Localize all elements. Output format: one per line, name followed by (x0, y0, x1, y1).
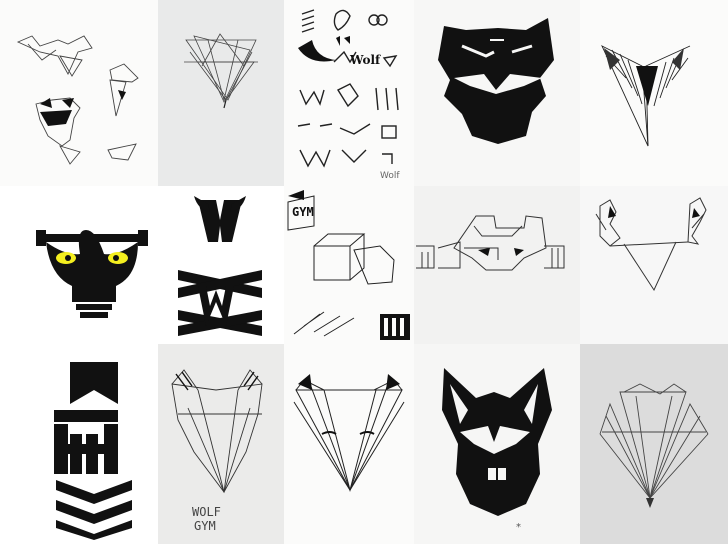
marker-wolf-mask (438, 18, 554, 144)
box-lettering-sketches: GYM (287, 190, 410, 340)
tile-bull-horn-wolf (580, 186, 728, 344)
tile-fan-construction (580, 344, 728, 544)
tile-3d-box-lettering: GYM (284, 186, 414, 344)
logo-thumbnail-sketches: Wolf Wolf (297, 9, 400, 181)
tile-pencil-wolf-sketches (0, 0, 158, 186)
sketch-gym: GYM (292, 205, 314, 219)
wolf-logo-small: Wolf (349, 53, 381, 67)
tile-chevron-tower-logo (0, 344, 158, 544)
wolf-head-eyelashes (293, 374, 405, 492)
bodybuilder-wolf-logo (36, 230, 148, 318)
bull-horn-wolf-sketch (595, 197, 707, 292)
tile-logo-thumbnails: Wolf Wolf (284, 0, 414, 186)
chevron-tower-logo (54, 362, 132, 540)
wolf-gym-line1: WOLF (192, 505, 221, 519)
w-monogram-logo (178, 196, 262, 336)
tile-hatched-wolf-head (580, 0, 728, 186)
tile-wolf-eyelashes (284, 344, 414, 544)
wolf-face-lettering-sketch (416, 215, 565, 271)
tile-wolf-face-lettering (414, 186, 580, 344)
tile-marker-wolf-face: * (414, 344, 580, 544)
tile-marker-wolf-mask (414, 0, 580, 186)
tile-bodybuilder-wolf-logo (0, 186, 158, 344)
svg-text:*: * (516, 522, 521, 533)
sketch-wolf-small: Wolf (380, 171, 400, 181)
tile-wolf-gym-pencil: WOLF GYM (158, 344, 284, 544)
fan-construction-sketch (599, 383, 709, 508)
fan-wolf-head-sketch (184, 33, 258, 109)
pencil-wolf-sketches (16, 35, 139, 165)
tile-w-monogram-logo (158, 186, 284, 344)
marker-wolf-face: * (442, 368, 552, 533)
tile-fan-wolf-head (158, 0, 284, 186)
wolf-gym-line2: GYM (194, 519, 216, 533)
wolf-gym-pencil-head: WOLF GYM (171, 369, 263, 533)
hatched-wolf-head (601, 45, 691, 147)
